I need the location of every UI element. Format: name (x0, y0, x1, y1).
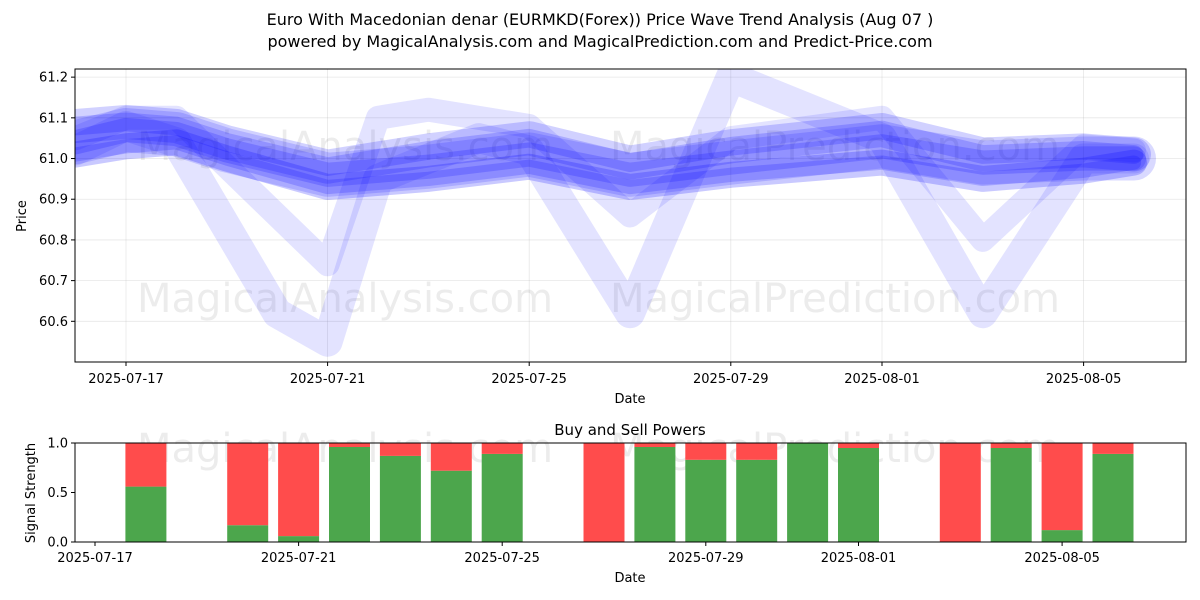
chart-title-line-2: powered by MagicalAnalysis.com and Magic… (267, 32, 933, 51)
sell-power-bar (939, 443, 981, 542)
price-x-axis: 2025-07-17 2025-07-21 2025-07-25 2025-07-29… (88, 362, 1121, 387)
sell-power-bar (481, 443, 523, 454)
buy-power-bar (481, 453, 523, 542)
price-y-tick-label: 61.2 (39, 71, 68, 86)
sell-power-bar (990, 443, 1032, 448)
buy-power-bar (1092, 453, 1134, 542)
sell-power-bar (634, 443, 676, 447)
buy-power-bar (736, 459, 778, 542)
buy-power-bar (685, 459, 727, 542)
price-wave-core (75, 135, 1142, 195)
sell-power-bar (583, 443, 625, 542)
price-y-axis: 60.6 60.7 60.8 60.9 61.0 61.1 61.2 (39, 71, 75, 330)
price-y-tick-label: 61.0 (39, 152, 68, 167)
sell-power-bar (329, 443, 370, 447)
signal-bars (125, 443, 1134, 542)
price-plot-frame (74, 68, 1187, 363)
buy-power-bar (278, 536, 320, 542)
price-x-tick-label: 2025-08-05 (1046, 372, 1122, 387)
signal-chart-title: Buy and Sell Powers (554, 421, 706, 439)
price-watermarks: MagicalAnalysis.com MagicalPrediction.co… (137, 124, 1060, 322)
price-wave-line (75, 108, 1156, 197)
price-x-tick-label: 2025-08-01 (844, 372, 920, 387)
price-y-axis-label: Price (15, 200, 30, 232)
signal-x-tick-label: 2025-08-01 (821, 551, 897, 566)
price-wave-line (75, 97, 1146, 277)
price-wave-line (75, 129, 1147, 200)
sell-power-bar (1041, 443, 1083, 531)
price-y-tick-label: 60.6 (39, 315, 68, 330)
watermark-prediction-mid: MagicalPrediction.com (610, 276, 1060, 322)
sell-power-bar (838, 443, 879, 448)
watermark-analysis-mid: MagicalAnalysis.com (137, 276, 553, 322)
price-wave-core (75, 117, 1147, 187)
watermark-prediction-bottom: MagicalPrediction.com (610, 426, 1060, 472)
signal-x-tick-label: 2025-08-05 (1024, 551, 1100, 566)
sell-power-bar (430, 443, 472, 471)
signal-x-tick-label: 2025-07-25 (464, 551, 540, 566)
buy-power-bar (838, 447, 879, 542)
price-wave-series (75, 69, 1156, 357)
buy-power-bar (634, 447, 676, 542)
signal-chart: MagicalAnalysis.com MagicalPrediction.co… (24, 421, 1187, 586)
price-y-tick-label: 61.1 (39, 111, 68, 126)
price-wave-core (75, 112, 1144, 177)
sell-power-bar (736, 443, 778, 460)
sell-power-bar (125, 443, 167, 487)
sell-power-bar (685, 443, 727, 460)
signal-x-axis-label: Date (614, 571, 645, 586)
buy-power-bar (125, 486, 167, 542)
price-wave-line (75, 104, 1151, 184)
buy-power-bar (787, 443, 829, 542)
buy-power-bar (430, 470, 472, 542)
price-x-tick-label: 2025-07-21 (290, 372, 366, 387)
price-y-tick-label: 60.7 (39, 274, 68, 289)
signal-y-axis: 0.0 0.5 1.0 (47, 437, 75, 551)
signal-x-axis: 2025-07-17 2025-07-21 2025-07-25 2025-07-29… (57, 542, 1100, 566)
signal-y-tick-label: 0.0 (47, 536, 68, 551)
sell-power-bar (227, 443, 269, 526)
buy-power-bar (379, 455, 421, 542)
price-chart: MagicalAnalysis.com MagicalPrediction.co… (15, 68, 1187, 407)
watermark-prediction-top: MagicalPrediction.com (610, 124, 1060, 170)
signal-x-tick-label: 2025-07-17 (57, 551, 133, 566)
sell-power-bar (278, 443, 320, 537)
price-x-axis-label: Date (614, 392, 645, 407)
buy-power-bar (1041, 530, 1083, 542)
price-x-tick-label: 2025-07-17 (88, 372, 164, 387)
signal-x-tick-label: 2025-07-21 (261, 551, 337, 566)
price-wave-line (75, 69, 1149, 357)
chart-title-line-1: Euro With Macedonian denar (EURMKD(Forex… (266, 10, 934, 29)
signal-y-tick-label: 0.5 (47, 486, 68, 501)
watermark-analysis-top: MagicalAnalysis.com (137, 124, 553, 170)
buy-power-bar (990, 447, 1032, 542)
price-y-tick-label: 60.9 (39, 193, 68, 208)
price-grid (75, 69, 1186, 362)
signal-x-tick-label: 2025-07-29 (668, 551, 744, 566)
sell-power-bar (379, 443, 421, 456)
price-x-tick-label: 2025-07-25 (491, 372, 567, 387)
price-x-tick-label: 2025-07-29 (693, 372, 769, 387)
signal-y-tick-label: 1.0 (47, 437, 68, 452)
signal-y-axis-label: Signal Strength (24, 443, 39, 543)
buy-power-bar (329, 447, 370, 542)
sell-power-bar (1092, 443, 1134, 454)
price-y-tick-label: 60.8 (39, 233, 68, 248)
buy-power-bar (227, 525, 269, 542)
